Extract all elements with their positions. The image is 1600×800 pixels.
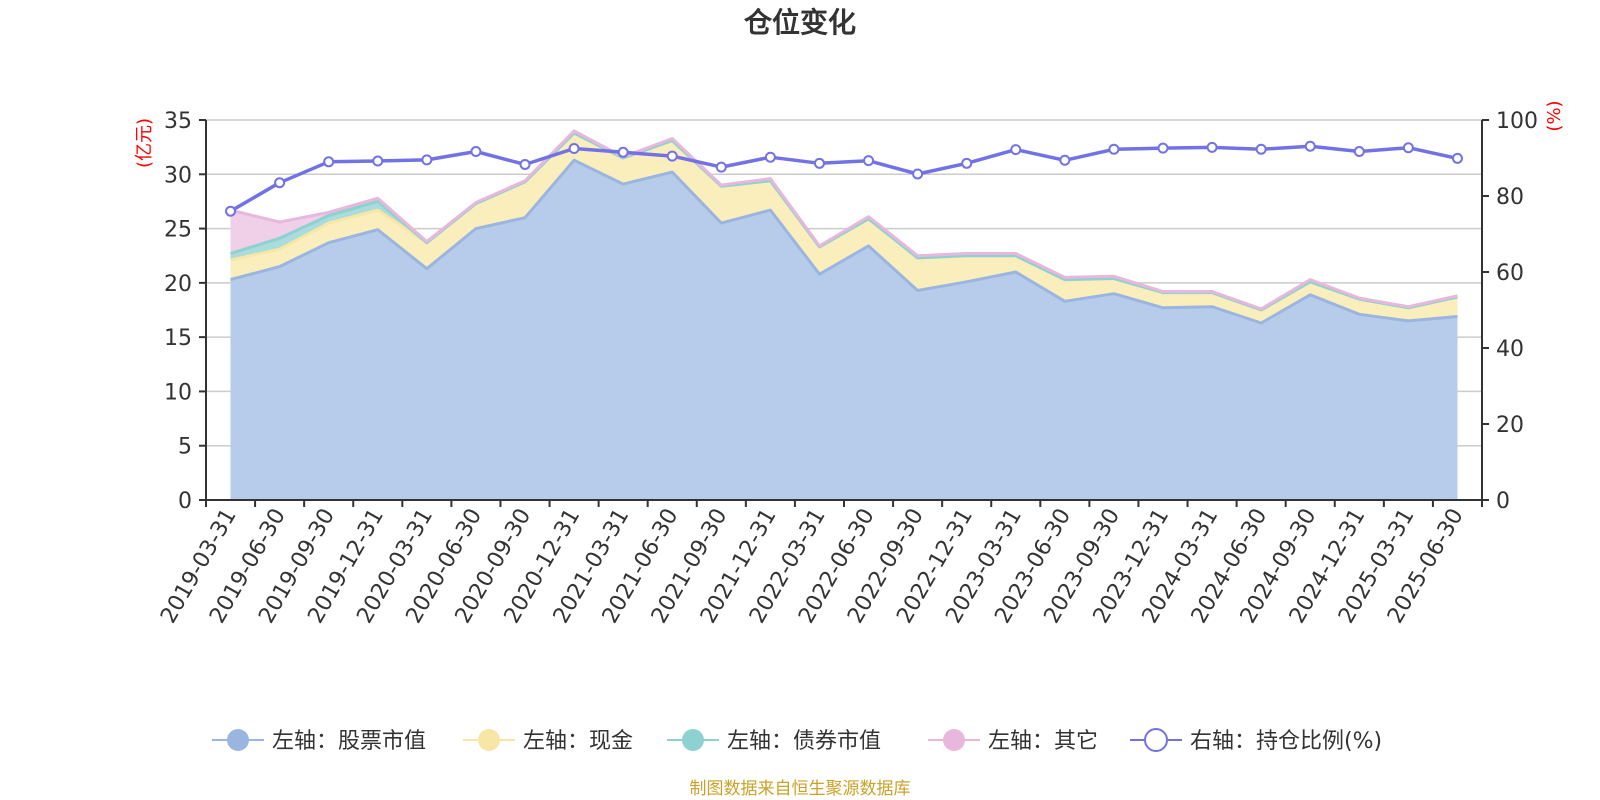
- legend-marker-0: [227, 729, 249, 751]
- left-tick-label: 20: [164, 272, 192, 297]
- ratio-point: [421, 154, 433, 166]
- ratio-point: [1304, 140, 1316, 152]
- left-tick-label: 0: [178, 489, 192, 514]
- ratio-point: [470, 146, 482, 158]
- ratio-point: [519, 158, 531, 170]
- ratio-point: [863, 155, 875, 167]
- left-tick-label: 10: [164, 380, 192, 405]
- data-source-note: 制图数据来自恒生聚源数据库: [690, 779, 911, 799]
- left-tick-label: 15: [164, 326, 192, 351]
- legend-label-4: 右轴：持仓比例(%): [1190, 729, 1382, 754]
- chart-title: 仓位变化: [744, 6, 856, 39]
- left-tick-label: 5: [178, 435, 192, 460]
- right-tick-label: 0: [1496, 489, 1510, 514]
- right-tick-label: 80: [1496, 185, 1524, 210]
- ratio-point: [274, 177, 286, 189]
- ratio-point: [912, 168, 924, 180]
- ratio-point: [1451, 152, 1463, 164]
- line-series-3: [230, 129, 1458, 311]
- legend-label-2: 左轴：债券市值: [727, 729, 881, 754]
- ratio-point: [1402, 142, 1414, 154]
- right-axis-unit: (%): [1544, 100, 1565, 131]
- right-tick-label: 40: [1496, 337, 1524, 362]
- right-tick-label: 20: [1496, 413, 1524, 438]
- legend-label-3: 左轴：其它: [988, 729, 1098, 754]
- series-lines: [229, 129, 1458, 325]
- ratio-point: [1010, 144, 1022, 156]
- ratio-points: [225, 140, 1463, 217]
- ratio-point: [372, 155, 384, 167]
- ratio-point: [1157, 142, 1169, 154]
- ratio-point: [764, 151, 776, 163]
- legend-marker-4: [1144, 728, 1168, 752]
- ratio-point: [1255, 143, 1267, 155]
- legend: 左轴：股票市值 左轴：现金 左轴：债券市值 左轴：其它 右轴：持仓比例(%): [212, 728, 1382, 754]
- area-series-1: [230, 133, 1458, 323]
- ratio-point: [1206, 141, 1218, 153]
- ratio-point: [225, 205, 237, 217]
- legend-label-1: 左轴：现金: [523, 729, 633, 754]
- ratio-point: [1353, 146, 1365, 158]
- area-series-0: [230, 160, 1458, 500]
- ratio-point: [961, 157, 973, 169]
- ratio-point: [813, 157, 825, 169]
- left-axis-unit: (亿元): [134, 118, 155, 168]
- left-tick-label: 30: [164, 163, 192, 188]
- ratio-point: [715, 161, 727, 173]
- legend-marker-1: [478, 729, 500, 751]
- left-tick-label: 35: [164, 109, 192, 134]
- ratio-point: [666, 150, 678, 162]
- ratio-line: [229, 144, 1458, 213]
- ratio-point: [1108, 143, 1120, 155]
- ratio-point: [1059, 154, 1071, 166]
- legend-marker-2: [682, 729, 704, 751]
- right-tick-label: 100: [1496, 109, 1538, 134]
- legend-label-0: 左轴：股票市值: [272, 729, 426, 754]
- left-tick-label: 25: [164, 218, 192, 243]
- stacked-areas: [230, 130, 1458, 500]
- right-tick-label: 60: [1496, 261, 1524, 286]
- ratio-point: [617, 146, 629, 158]
- ratio-point: [323, 156, 335, 168]
- legend-marker-3: [943, 729, 965, 751]
- line-series-0: [230, 158, 1458, 325]
- ratio-point: [568, 143, 580, 154]
